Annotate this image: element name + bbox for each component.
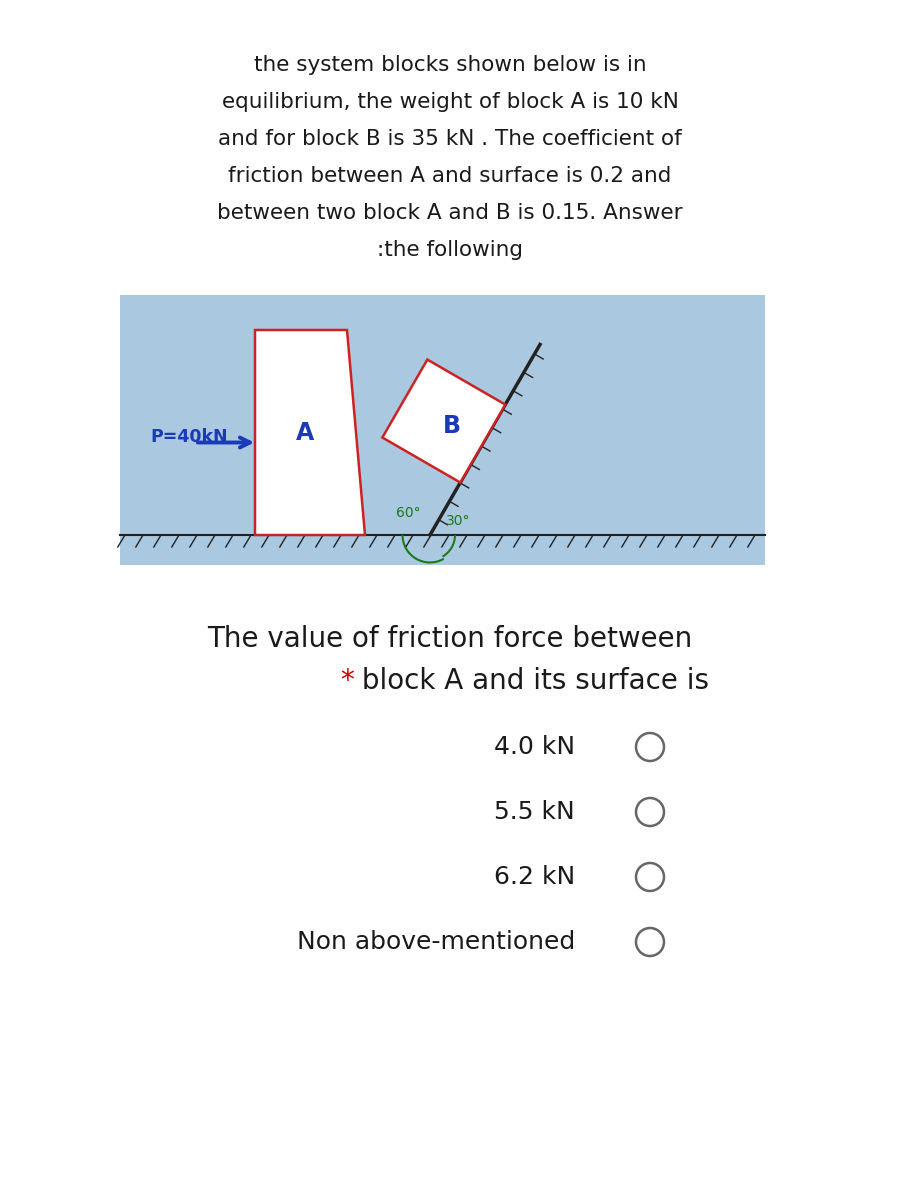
Polygon shape bbox=[255, 330, 365, 535]
Text: and for block B is 35 kN . The coefficient of: and for block B is 35 kN . The coefficie… bbox=[218, 128, 682, 149]
Bar bbox=[120, 295, 765, 565]
Text: friction between A and surface is 0.2 and: friction between A and surface is 0.2 an… bbox=[229, 166, 671, 186]
Text: equilibrium, the weight of block A is 10 kN: equilibrium, the weight of block A is 10… bbox=[221, 92, 679, 112]
Text: The value of friction force between: The value of friction force between bbox=[207, 625, 693, 653]
Text: 60°: 60° bbox=[396, 506, 420, 520]
Polygon shape bbox=[382, 360, 505, 482]
Text: :the following: :the following bbox=[377, 240, 523, 260]
Text: 5.5 kN: 5.5 kN bbox=[494, 800, 575, 824]
Text: between two block A and B is 0.15. Answer: between two block A and B is 0.15. Answe… bbox=[217, 203, 683, 223]
Text: 4.0 kN: 4.0 kN bbox=[494, 734, 575, 758]
Text: the system blocks shown below is in: the system blocks shown below is in bbox=[254, 55, 646, 74]
Text: P=40kN: P=40kN bbox=[150, 428, 228, 446]
Text: A: A bbox=[296, 420, 314, 444]
Text: 30°: 30° bbox=[446, 514, 470, 528]
Text: 6.2 kN: 6.2 kN bbox=[494, 865, 575, 889]
Text: B: B bbox=[443, 414, 461, 438]
Text: Non above-mentioned: Non above-mentioned bbox=[297, 930, 575, 954]
Text: block A and its surface is: block A and its surface is bbox=[353, 667, 709, 695]
Text: *: * bbox=[340, 667, 354, 695]
